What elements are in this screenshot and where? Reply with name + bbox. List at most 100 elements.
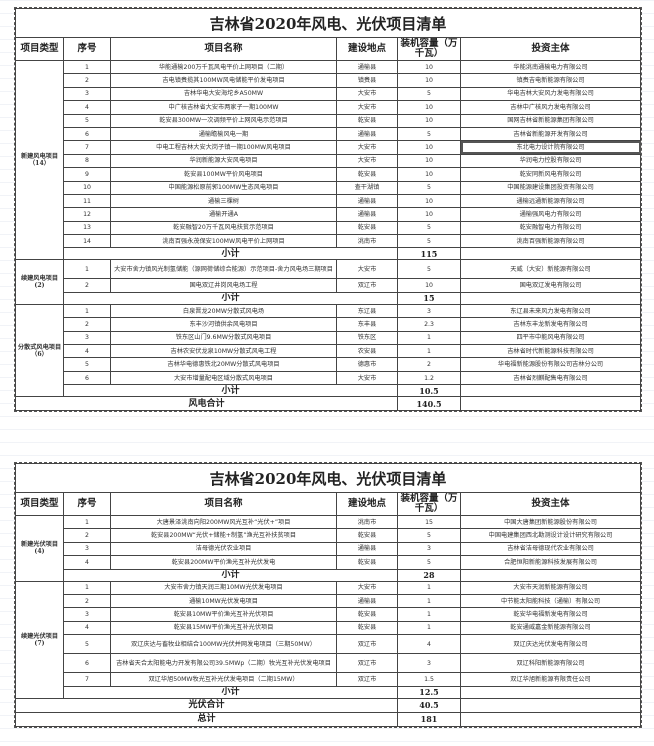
- seq-cell[interactable]: 1: [63, 580, 111, 595]
- header-seq[interactable]: 序号: [63, 492, 111, 516]
- project-name-cell[interactable]: 中电工程吉林大安大岗子镇一期100MW风电项目: [110, 140, 337, 155]
- location-cell[interactable]: 通榆县: [336, 193, 398, 209]
- project-name-cell[interactable]: 乾安县10MW平价渔光互补光伏项目: [110, 607, 337, 622]
- header-location[interactable]: 建设地点: [336, 492, 398, 516]
- capacity-cell[interactable]: 10: [397, 59, 461, 75]
- seq-cell[interactable]: 3: [63, 541, 111, 557]
- capacity-cell[interactable]: 3: [397, 303, 461, 319]
- capacity-cell[interactable]: 10: [397, 278, 461, 293]
- header-type[interactable]: 项目类型: [15, 37, 64, 61]
- location-cell[interactable]: 乾安县: [336, 113, 398, 128]
- investor-cell[interactable]: 双辽庆达光伏发电有限公司: [459, 634, 642, 655]
- capacity-cell[interactable]: 1: [397, 580, 461, 595]
- project-name-cell[interactable]: 吉林农安伏龙泉10MW分散式风电工程: [110, 344, 337, 359]
- location-cell[interactable]: 东丰县: [336, 317, 398, 332]
- investor-cell[interactable]: 大安市天润新能源有限公司: [459, 580, 642, 595]
- investor-cell[interactable]: 吉林省烈麒配售电有限公司: [459, 370, 642, 386]
- location-cell[interactable]: 镇赉县: [336, 73, 398, 88]
- project-name-cell[interactable]: 双辽庆达与畜牧业相结合100MW光伏并网发电项目（三期50MW）: [110, 634, 337, 655]
- capacity-cell[interactable]: 1.5: [397, 672, 461, 687]
- location-cell[interactable]: 通榆县: [336, 59, 398, 75]
- capacity-cell[interactable]: 1: [397, 344, 461, 359]
- capacity-cell[interactable]: 5: [397, 234, 461, 249]
- project-name-cell[interactable]: 大安市增量配电区域分散式风电项目: [110, 370, 337, 386]
- seq-cell[interactable]: 1: [63, 259, 111, 280]
- investor-cell[interactable]: 吉林省时代新能源科技有限公司: [459, 344, 642, 359]
- location-cell[interactable]: 东辽县: [336, 303, 398, 319]
- location-cell[interactable]: 大安市: [336, 259, 398, 280]
- subtotal-value[interactable]: 28: [397, 568, 461, 582]
- project-name-cell[interactable]: 吉林华电大安海坨乡A50MW: [110, 86, 337, 102]
- location-cell[interactable]: 大安市: [336, 580, 398, 595]
- project-name-cell[interactable]: 中广核吉林省大安市两家子一期100MW: [110, 100, 337, 115]
- location-cell[interactable]: 查干湖镇: [336, 180, 398, 195]
- header-investor[interactable]: 投资主体: [459, 37, 642, 61]
- seq-cell[interactable]: 2: [63, 278, 111, 293]
- location-cell[interactable]: 铁东区: [336, 330, 398, 346]
- seq-cell[interactable]: 1: [63, 514, 111, 530]
- header-capacity[interactable]: 装机容量（万千瓦）: [397, 37, 461, 61]
- investor-cell[interactable]: 华电吉林大安风力发电有限公司: [459, 86, 642, 102]
- subtotal-investor-empty[interactable]: [459, 247, 642, 261]
- capacity-cell[interactable]: 10: [397, 140, 461, 155]
- capacity-cell[interactable]: 1.2: [397, 370, 461, 386]
- investor-cell[interactable]: 乾安融智电力有限公司: [459, 220, 642, 236]
- investor-cell[interactable]: 吉林省新能源开发有限公司: [459, 126, 642, 142]
- subtotal-value[interactable]: 12.5: [397, 685, 461, 699]
- seq-cell[interactable]: 14: [63, 234, 111, 249]
- investor-cell[interactable]: 中国电建集团西北勘测设计设计研究有限公司: [459, 528, 642, 543]
- project-name-cell[interactable]: 大安市舍力镇天润三期10MW光伏发电项目: [110, 580, 337, 595]
- seq-cell[interactable]: 5: [63, 634, 111, 655]
- location-cell[interactable]: 大安市: [336, 140, 398, 155]
- seq-cell[interactable]: 4: [63, 620, 111, 636]
- investor-cell[interactable]: 东辽县未来风力发电有限公司: [459, 303, 642, 319]
- project-name-cell[interactable]: 通榆瞻榆风电一期: [110, 126, 337, 142]
- project-type-cell[interactable]: 新建风电项目（14）: [15, 59, 64, 261]
- table-title[interactable]: 吉林省2020年风电、光伏项目清单: [14, 463, 642, 493]
- total-label[interactable]: 风电合计: [15, 396, 398, 412]
- location-cell[interactable]: 乾安县: [336, 167, 398, 182]
- seq-cell[interactable]: 1: [63, 59, 111, 75]
- project-name-cell[interactable]: 洁母德光伏农业项目: [110, 541, 337, 557]
- investor-cell[interactable]: 国网吉林省新能源集团有限公司: [459, 113, 642, 128]
- capacity-cell[interactable]: 5: [397, 555, 461, 570]
- capacity-cell[interactable]: 15: [397, 514, 461, 530]
- seq-cell[interactable]: 1: [63, 303, 111, 319]
- project-name-cell[interactable]: 通榆开通A: [110, 207, 337, 222]
- seq-cell[interactable]: 6: [63, 653, 111, 674]
- project-type-cell[interactable]: 新建光伏项目(4): [15, 515, 64, 582]
- subtotal-investor-empty[interactable]: [459, 291, 642, 305]
- investor-cell[interactable]: 镇赉吉电新能源有限公司: [459, 73, 642, 88]
- project-name-cell[interactable]: 乾安县200MW“光伏+储能+制氢”渔光互补扶贫项目: [110, 528, 337, 543]
- seq-cell[interactable]: 10: [63, 180, 111, 195]
- header-name[interactable]: 项目名称: [110, 492, 337, 516]
- investor-cell[interactable]: 中国大唐集团新能源股份有限公司: [459, 514, 642, 530]
- investor-cell[interactable]: 吉林省洁母德现代农业有限公司: [459, 541, 642, 557]
- seq-cell[interactable]: 2: [63, 528, 111, 543]
- seq-cell[interactable]: 5: [63, 113, 111, 128]
- project-name-cell[interactable]: 乾安县100MW平价风电项目: [110, 167, 337, 182]
- subtotal-label[interactable]: 小计: [63, 384, 398, 398]
- location-cell[interactable]: 乾安县: [336, 220, 398, 236]
- seq-cell[interactable]: 2: [63, 593, 111, 609]
- capacity-cell[interactable]: 1: [397, 620, 461, 636]
- total-label[interactable]: 总计: [15, 711, 398, 727]
- subtotal-investor-empty[interactable]: [459, 568, 642, 582]
- project-name-cell[interactable]: 国电双辽井岗风电场工程: [110, 278, 337, 293]
- location-cell[interactable]: 双辽市: [336, 672, 398, 687]
- investor-cell[interactable]: 双辽科阳新能源有限公司: [459, 653, 642, 674]
- project-name-cell[interactable]: 东丰沙河镇供余风电项目: [110, 317, 337, 332]
- project-name-cell[interactable]: 乾安县15MW平价渔光互补光伏项目: [110, 620, 337, 636]
- seq-cell[interactable]: 6: [63, 126, 111, 142]
- capacity-cell[interactable]: 3: [397, 541, 461, 557]
- project-name-cell[interactable]: 通榆三棵树: [110, 193, 337, 209]
- project-name-cell[interactable]: 洮南百强永茂保安100MW风电平价上网项目: [110, 234, 337, 249]
- header-investor[interactable]: 投资主体: [459, 492, 642, 516]
- location-cell[interactable]: 乾安县: [336, 528, 398, 543]
- investor-cell[interactable]: 乾安华电福新发电有限公司: [459, 607, 642, 622]
- capacity-cell[interactable]: 10: [397, 153, 461, 169]
- capacity-cell[interactable]: 5: [397, 180, 461, 195]
- project-name-cell[interactable]: 中国能源松原前郭100MW生态风电项目: [110, 180, 337, 195]
- seq-cell[interactable]: 12: [63, 207, 111, 222]
- seq-cell[interactable]: 9: [63, 167, 111, 182]
